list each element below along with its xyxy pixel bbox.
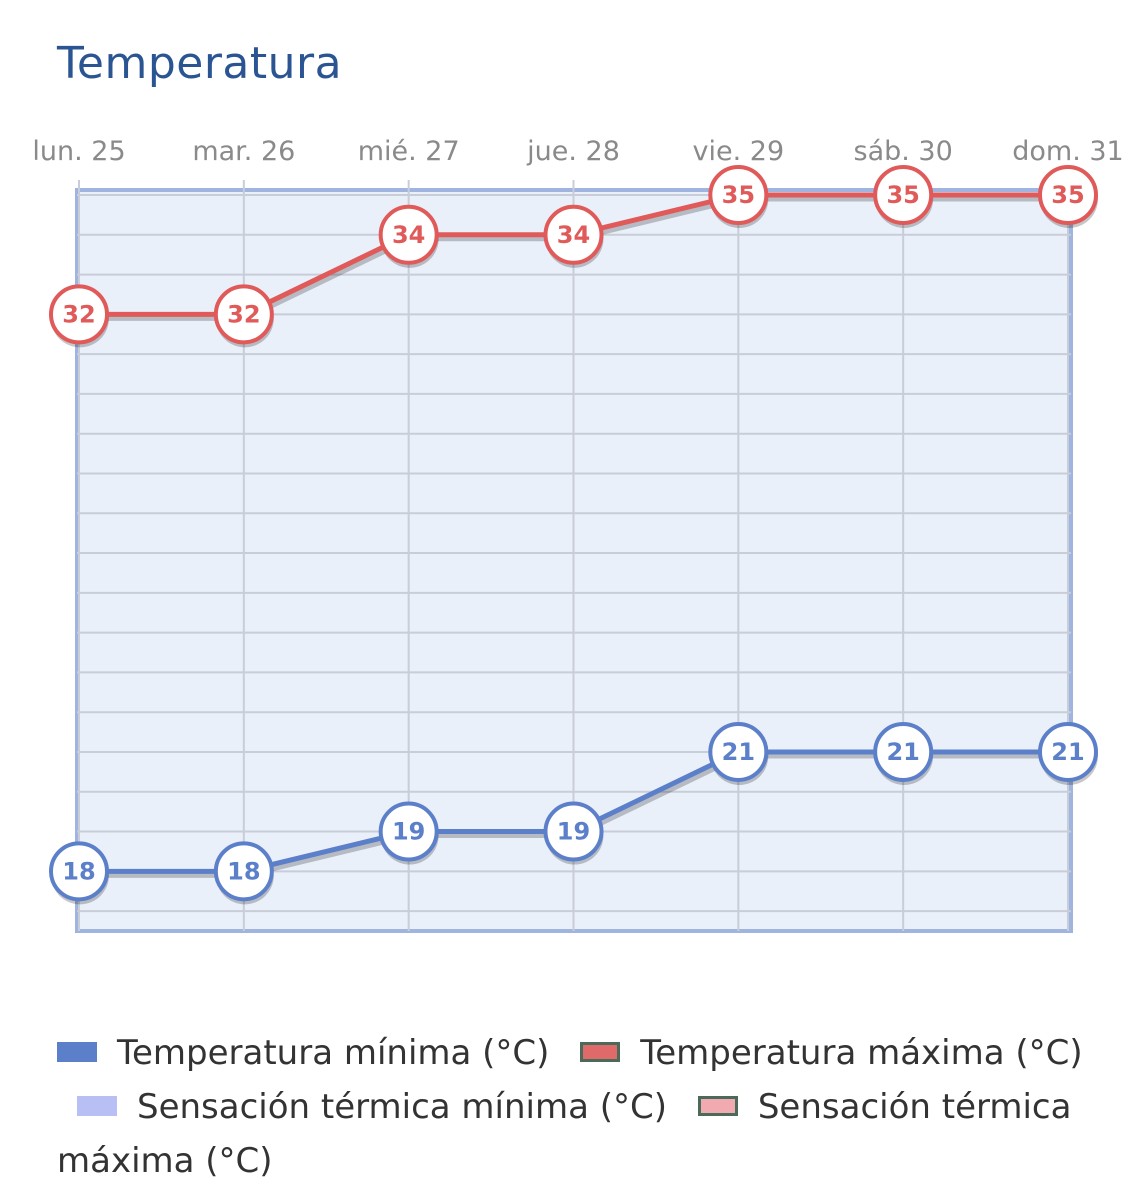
data-point[interactable]: 35 [873, 165, 934, 228]
x-tick-label: mié. 27 [358, 136, 460, 167]
data-point[interactable]: 18 [213, 841, 274, 905]
legend-entry[interactable]: Temperatura máxima (°C) [580, 1033, 1083, 1073]
data-label: 34 [392, 221, 425, 249]
legend-entry[interactable]: Temperatura mínima (°C) [57, 1033, 549, 1073]
chart-title: Temperatura [57, 38, 343, 89]
data-label: 19 [557, 818, 590, 846]
x-tick-label: lun. 25 [32, 136, 125, 167]
data-point[interactable]: 21 [1038, 721, 1098, 785]
legend-swatch [697, 1095, 738, 1116]
data-label: 35 [886, 181, 919, 209]
data-point[interactable]: 19 [543, 801, 604, 865]
series-layer: 18 18 19 19 21 21 21 32 32 34 34 35 35 35 [49, 165, 1098, 905]
legend-swatch [57, 1041, 97, 1062]
x-tick-label: jue. 28 [526, 136, 620, 167]
legend-entry[interactable]: Sensación térmica máxima (°C) [57, 1087, 1071, 1181]
legend-entry[interactable]: Sensación térmica mínima (°C) [77, 1087, 667, 1127]
legend-label: Temperatura máxima (°C) [640, 1033, 1083, 1073]
data-point[interactable]: 32 [213, 284, 274, 348]
legend: Temperatura mínima (°C) Temperatura máxi… [57, 1026, 1137, 1188]
x-tick-label: dom. 31 [1012, 136, 1123, 167]
legend-swatch [77, 1095, 117, 1116]
data-point[interactable]: 35 [708, 165, 769, 228]
data-label: 21 [886, 738, 919, 766]
data-label: 32 [62, 300, 95, 328]
data-label: 18 [62, 857, 95, 885]
x-axis-ticks: lun. 25 mar. 26 mié. 27 jue. 28 vie. 29 sáb. … [32, 136, 1123, 167]
legend-label: Temperatura mínima (°C) [117, 1033, 550, 1073]
x-tick-label: mar. 26 [192, 136, 295, 167]
data-label: 21 [1051, 738, 1084, 766]
data-point[interactable]: 19 [378, 801, 439, 865]
legend-label: Sensación térmica máxima (°C) [57, 1087, 1072, 1181]
data-label: 21 [722, 738, 755, 766]
data-point[interactable]: 18 [49, 841, 109, 905]
temperature-chart: lun. 25 mar. 26 mié. 27 jue. 28 vie. 29 sáb. … [32, 136, 1124, 933]
data-label: 18 [227, 857, 260, 885]
data-label: 34 [557, 221, 590, 249]
data-point[interactable]: 35 [1038, 165, 1098, 228]
data-point[interactable]: 34 [378, 204, 439, 268]
data-label: 35 [722, 181, 755, 209]
data-point[interactable]: 21 [873, 721, 934, 785]
x-tick-label: sáb. 30 [854, 136, 953, 167]
data-point[interactable]: 32 [49, 284, 109, 348]
x-tick-label: vie. 29 [693, 136, 785, 167]
data-label: 19 [392, 818, 425, 846]
grid-lines [77, 180, 1071, 931]
data-point[interactable]: 21 [708, 721, 769, 785]
legend-label: Sensación térmica mínima (°C) [137, 1087, 668, 1127]
legend-swatch [580, 1041, 621, 1062]
data-point[interactable]: 34 [543, 204, 604, 268]
data-label: 35 [1051, 181, 1084, 209]
data-label: 32 [227, 300, 260, 328]
